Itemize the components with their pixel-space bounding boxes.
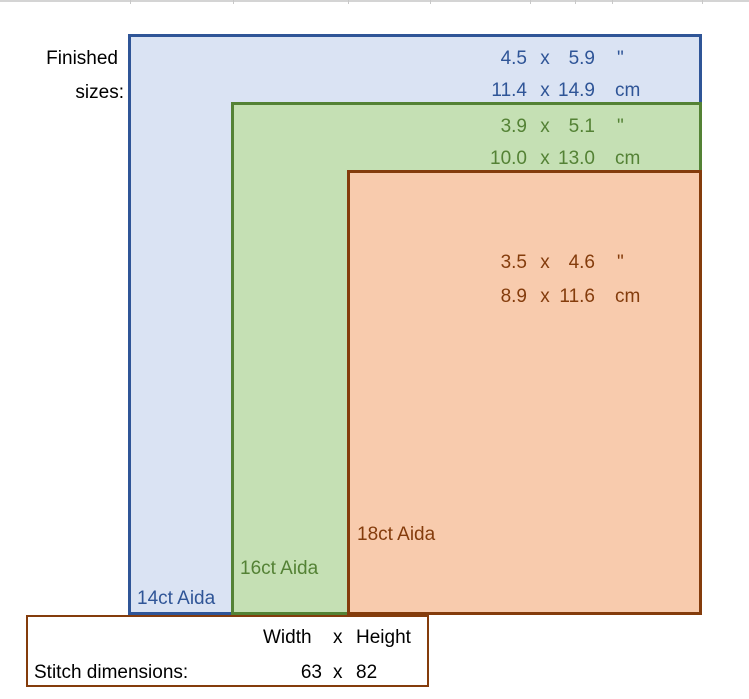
grid-tick — [130, 0, 131, 4]
size-16ct-cm-width: 10.0 — [490, 148, 527, 169]
fabric-label-16ct: 16ct Aida — [240, 558, 319, 579]
size-16ct-cm-unit: cm — [615, 148, 641, 169]
stitch-width-header: Width — [263, 627, 312, 648]
stitch-height-header: Height — [356, 627, 411, 648]
size-14ct-inch-width: 4.5 — [500, 48, 527, 69]
size-18ct-cm-width: 8.9 — [500, 286, 527, 307]
grid-tick — [348, 0, 349, 4]
stitch-width-value: 63 — [300, 662, 322, 683]
size-16ct-inch-width: 3.9 — [500, 116, 527, 137]
size-16ct-inch-height: 5.1 — [568, 116, 595, 137]
size-18ct-inch-width: 3.5 — [500, 252, 527, 273]
stitch-dimensions-box — [26, 615, 429, 687]
size-18ct-inch-height: 4.6 — [568, 252, 595, 273]
size-14ct-cm-unit: cm — [615, 80, 641, 101]
size-18ct-inch-x: x — [540, 252, 550, 273]
size-16ct-cm-height: 13.0 — [558, 148, 595, 169]
grid-tick — [233, 0, 234, 4]
size-16ct-inch-x: x — [540, 116, 550, 137]
size-16ct-cm-x: x — [540, 148, 550, 169]
finished-sizes-label-line1: Finished — [46, 48, 118, 69]
size-18ct-cm-unit: cm — [615, 286, 641, 307]
size-14ct-cm-x: x — [540, 80, 550, 101]
size-box-18ct — [347, 170, 702, 615]
stitch-x-header: x — [333, 627, 343, 648]
stitch-height-value: 82 — [356, 662, 378, 683]
stitch-x-value: x — [333, 662, 343, 683]
grid-tick — [530, 0, 531, 4]
fabric-label-18ct: 18ct Aida — [357, 524, 436, 545]
size-14ct-inch-unit: " — [617, 48, 624, 69]
top-border — [0, 0, 749, 2]
finished-sizes-label-line2: sizes: — [75, 82, 124, 103]
size-18ct-inch-unit: " — [617, 252, 624, 273]
grid-tick — [430, 0, 431, 4]
size-16ct-inch-unit: " — [617, 116, 624, 137]
fabric-label-14ct: 14ct Aida — [137, 588, 216, 609]
size-14ct-cm-width: 11.4 — [491, 80, 527, 101]
size-14ct-inch-x: x — [540, 48, 550, 69]
stitch-dimensions-label: Stitch dimensions: — [34, 662, 189, 683]
grid-tick — [612, 0, 613, 4]
size-18ct-cm-height: 11.6 — [559, 286, 595, 307]
grid-tick — [575, 0, 576, 4]
grid-tick — [702, 0, 703, 4]
size-14ct-inch-height: 5.9 — [568, 48, 595, 69]
size-14ct-cm-height: 14.9 — [558, 80, 595, 101]
size-18ct-cm-x: x — [540, 286, 550, 307]
